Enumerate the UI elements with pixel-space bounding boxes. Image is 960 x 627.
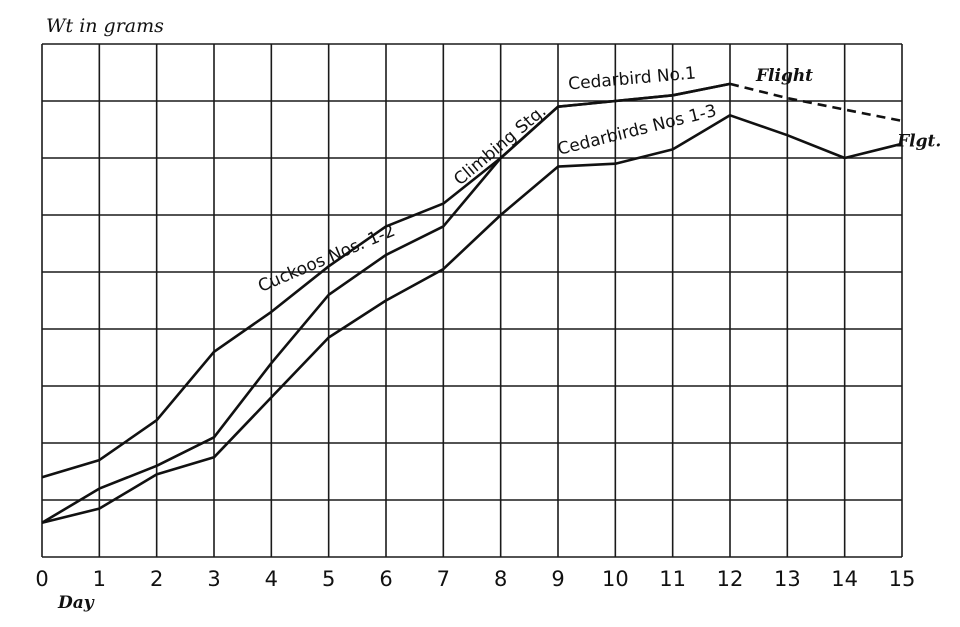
x-tick-label: 2 xyxy=(150,567,163,591)
x-tick-label: 12 xyxy=(717,567,744,591)
x-tick-label: 6 xyxy=(379,567,392,591)
x-tick-label: 8 xyxy=(494,567,507,591)
x-tick-label: 13 xyxy=(774,567,801,591)
x-tick-label: 0 xyxy=(35,567,48,591)
annotation-flight: Flight xyxy=(755,66,813,86)
x-tick-label: 7 xyxy=(437,567,450,591)
x-tick-label: 10 xyxy=(602,567,629,591)
x-axis-label: Day xyxy=(57,593,95,613)
x-tick-label: 9 xyxy=(551,567,564,591)
annotation-flgt: Flgt. xyxy=(896,132,941,152)
x-tick-label: 4 xyxy=(265,567,278,591)
annotation-cedar13: Cedarbirds Nos 1-3 xyxy=(556,101,719,160)
x-tick-label: 3 xyxy=(207,567,220,591)
series-line-2 xyxy=(41,114,903,525)
x-tick-label: 1 xyxy=(93,567,106,591)
x-tick-labels: 0 1 2 3 4 5 6 7 8 9 10 11 12 13 14 15 xyxy=(35,567,915,591)
annotation-cedar1: Cedarbird No.1 xyxy=(567,63,696,94)
series-layer xyxy=(41,82,903,525)
annotation-cuckoos: Cuckoos Nos. 1-2 xyxy=(255,221,398,297)
x-tick-label: 11 xyxy=(659,567,686,591)
grid xyxy=(41,43,903,558)
x-tick-label: 5 xyxy=(322,567,335,591)
y-axis-label: Wt in grams xyxy=(46,15,164,37)
x-tick-label: 14 xyxy=(831,567,858,591)
series-line-3 xyxy=(729,82,903,123)
series-line-1 xyxy=(41,82,731,524)
x-tick-label: 15 xyxy=(889,567,916,591)
